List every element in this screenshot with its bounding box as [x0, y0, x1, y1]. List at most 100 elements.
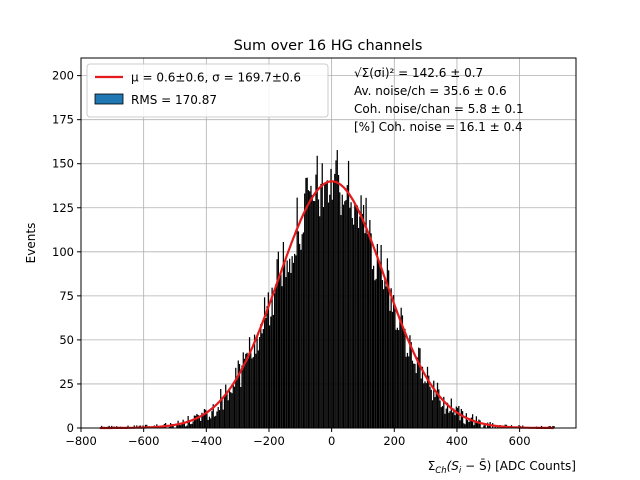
histogram-bar: [322, 207, 325, 428]
histogram-bar: [374, 280, 376, 428]
histogram-bar: [304, 193, 306, 428]
histogram-bar: [321, 163, 323, 428]
histogram-bar: [444, 413, 446, 428]
histogram-bar: [243, 358, 246, 428]
histogram-bar: [553, 426, 555, 428]
histogram-bar: [483, 425, 485, 428]
histogram-bar: [261, 333, 263, 428]
histogram-bar: [270, 316, 272, 428]
histogram-bar: [260, 324, 262, 428]
histogram-bar: [324, 183, 326, 428]
histogram-bar: [364, 233, 366, 428]
histogram-bar: [380, 244, 382, 428]
x-tick-label: −800: [65, 434, 97, 448]
histogram-bar: [315, 174, 317, 428]
legend-fit-label: μ = 0.6±0.6, σ = 169.7±0.6: [131, 71, 301, 85]
histogram-bar: [366, 233, 368, 428]
histogram-bar: [354, 203, 356, 428]
histogram-bar: [263, 297, 266, 428]
histogram-bar: [384, 277, 386, 428]
histogram-bar: [193, 415, 196, 428]
histogram-bar: [453, 408, 455, 428]
histogram-bar: [388, 270, 390, 428]
histogram-bar: [477, 422, 479, 428]
histogram-bar: [458, 405, 460, 428]
histogram-bar: [248, 337, 251, 428]
histogram-bar: [258, 337, 261, 428]
histogram-bar: [416, 357, 419, 428]
histogram-bar: [367, 233, 370, 428]
histogram-bar: [376, 243, 378, 428]
histogram-bar: [484, 424, 486, 428]
histogram-bar: [320, 183, 322, 428]
histogram-bar: [197, 415, 199, 428]
histogram-bar: [350, 202, 352, 428]
histogram-bar: [300, 249, 302, 428]
histogram-bar: [277, 251, 279, 428]
x-tick-label: −600: [128, 434, 160, 448]
histogram-bar: [279, 276, 281, 428]
histogram-bar: [180, 425, 182, 428]
histogram-bar: [325, 182, 327, 428]
histogram-bar: [245, 353, 247, 428]
histogram-bar: [408, 356, 410, 428]
histogram-bar: [478, 419, 480, 428]
histogram-bar: [267, 292, 269, 428]
histogram-bar: [370, 233, 372, 428]
histogram-bar: [425, 383, 427, 428]
histogram-bar: [286, 260, 288, 428]
histogram-bar: [309, 191, 311, 428]
annotation-sqrt-sum: √Σ(σi)² = 142.6 ± 0.7: [354, 66, 483, 80]
histogram-bar: [390, 288, 392, 428]
histogram-bar: [271, 287, 273, 428]
histogram-bar: [365, 197, 367, 428]
histogram-bar: [256, 335, 258, 428]
histogram-bar: [389, 310, 391, 428]
histogram-bar: [433, 380, 435, 428]
histogram-bar: [378, 262, 380, 428]
histogram-bar: [238, 363, 241, 428]
histogram-bar: [355, 204, 357, 428]
y-tick-label: 150: [52, 157, 74, 171]
histogram-bar: [316, 155, 318, 429]
histogram-bar: [383, 289, 385, 428]
histogram-bar: [414, 363, 416, 428]
histogram-bar: [250, 352, 252, 428]
histogram-bar: [294, 253, 296, 428]
histogram-bar: [284, 260, 286, 428]
histogram-bar: [301, 234, 303, 428]
histogram-bar: [356, 205, 358, 428]
y-tick-label: 175: [52, 113, 74, 127]
histogram-bar: [394, 308, 396, 428]
histogram-bar: [381, 280, 384, 428]
histogram-bar: [190, 424, 192, 428]
annotation-coh-noise-pct: [%] Coh. noise = 16.1 ± 0.4: [354, 120, 523, 134]
histogram-bar: [473, 425, 475, 428]
histogram-bar: [217, 407, 219, 428]
histogram-bar: [349, 207, 351, 428]
histogram-bar: [371, 269, 373, 428]
histogram-bar: [319, 216, 321, 428]
x-tick-label: 600: [509, 434, 531, 448]
histogram-bar: [195, 415, 197, 428]
histogram-bar: [420, 378, 422, 428]
histogram-bar: [357, 227, 360, 428]
histogram-bar: [401, 315, 404, 428]
histogram-bar: [329, 194, 331, 428]
histogram-bar: [208, 416, 211, 428]
histogram-bar: [227, 400, 229, 428]
histogram-bar: [398, 330, 400, 428]
histogram-bar: [360, 195, 362, 428]
gaussian-fit-curve: [99, 180, 554, 430]
histogram-bar: [221, 398, 223, 428]
histogram-bar: [220, 388, 222, 428]
histogram-bar: [240, 386, 242, 428]
x-tick-label: −200: [253, 434, 285, 448]
histogram-bar: [232, 383, 234, 428]
histogram-bar: [237, 360, 239, 428]
histogram-bar: [285, 277, 287, 428]
histogram-bar: [178, 424, 180, 428]
histogram-bar: [312, 200, 315, 428]
histogram-bar: [228, 389, 231, 428]
histogram-bar: [386, 258, 389, 428]
